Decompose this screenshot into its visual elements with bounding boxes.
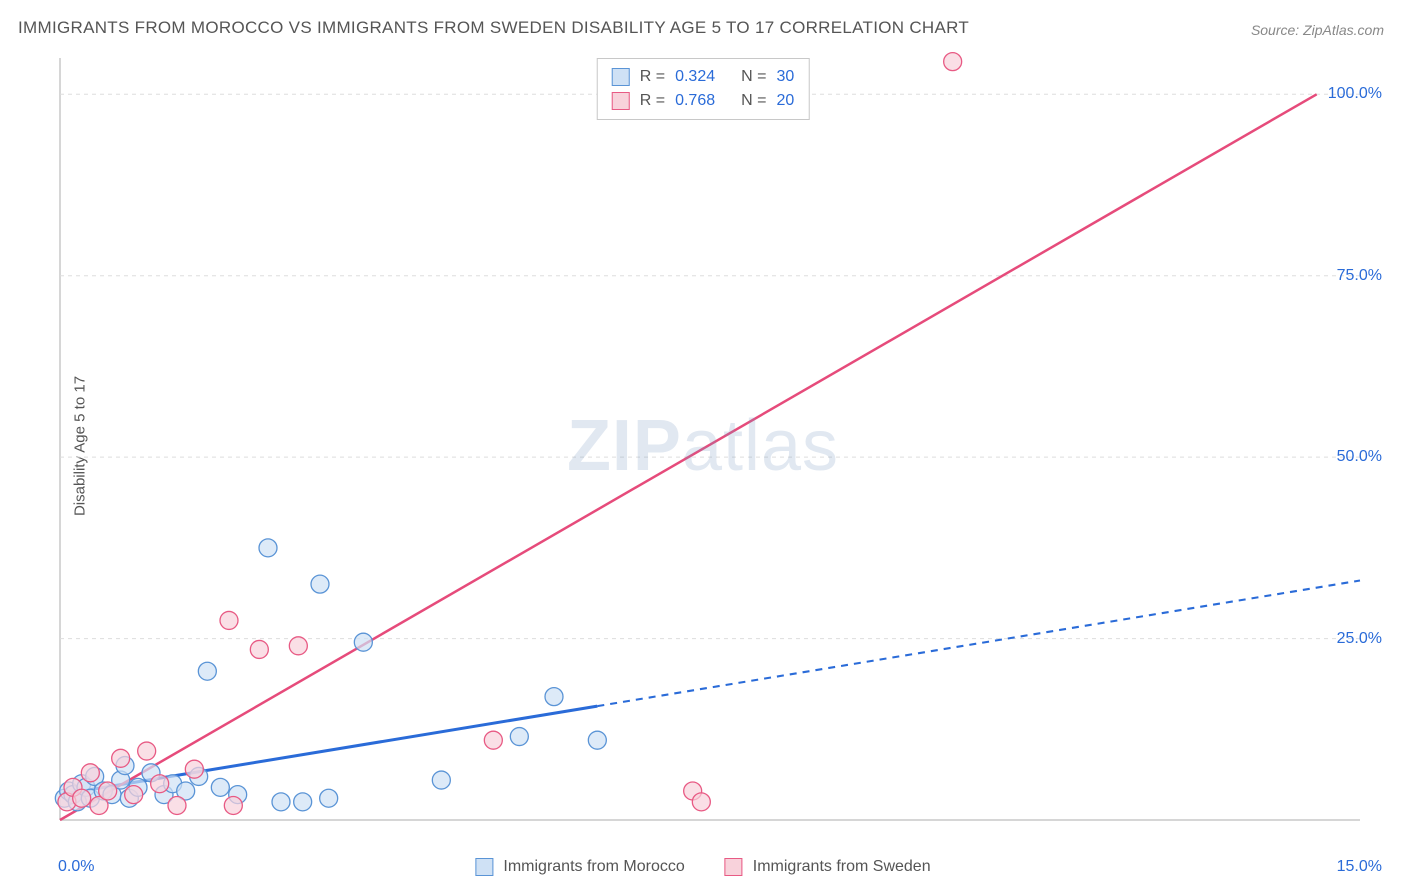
series-legend-item: Immigrants from Sweden	[725, 858, 931, 876]
chart-title: IMMIGRANTS FROM MOROCCO VS IMMIGRANTS FR…	[18, 18, 969, 38]
chart-container: IMMIGRANTS FROM MOROCCO VS IMMIGRANTS FR…	[0, 0, 1406, 892]
legend-swatch	[475, 858, 493, 876]
y-tick-label: 50.0%	[1337, 448, 1382, 466]
r-value: 0.768	[675, 89, 715, 113]
legend-swatch	[725, 858, 743, 876]
legend-row: R = 0.768 N = 20	[612, 89, 795, 113]
x-max-label: 15.0%	[1337, 858, 1382, 876]
series-label: Immigrants from Sweden	[753, 858, 931, 876]
y-tick-label: 75.0%	[1337, 267, 1382, 285]
legend-row: R = 0.324 N = 30	[612, 65, 795, 89]
r-label: R =	[640, 89, 665, 113]
series-legend: Immigrants from Morocco Immigrants from S…	[475, 858, 930, 876]
r-label: R =	[640, 65, 665, 89]
source-attribution: Source: ZipAtlas.com	[1251, 22, 1384, 38]
chart-svg	[50, 50, 1386, 842]
y-tick-label: 25.0%	[1337, 630, 1382, 648]
n-label: N =	[741, 65, 766, 89]
series-label: Immigrants from Morocco	[503, 858, 684, 876]
n-value: 20	[776, 89, 794, 113]
legend-swatch	[612, 68, 630, 86]
n-value: 30	[776, 65, 794, 89]
x-origin-label: 0.0%	[58, 858, 94, 876]
r-value: 0.324	[675, 65, 715, 89]
y-tick-label: 100.0%	[1328, 85, 1382, 103]
correlation-legend: R = 0.324 N = 30 R = 0.768 N = 20	[597, 58, 810, 120]
series-legend-item: Immigrants from Morocco	[475, 858, 684, 876]
legend-swatch	[612, 92, 630, 110]
n-label: N =	[741, 89, 766, 113]
